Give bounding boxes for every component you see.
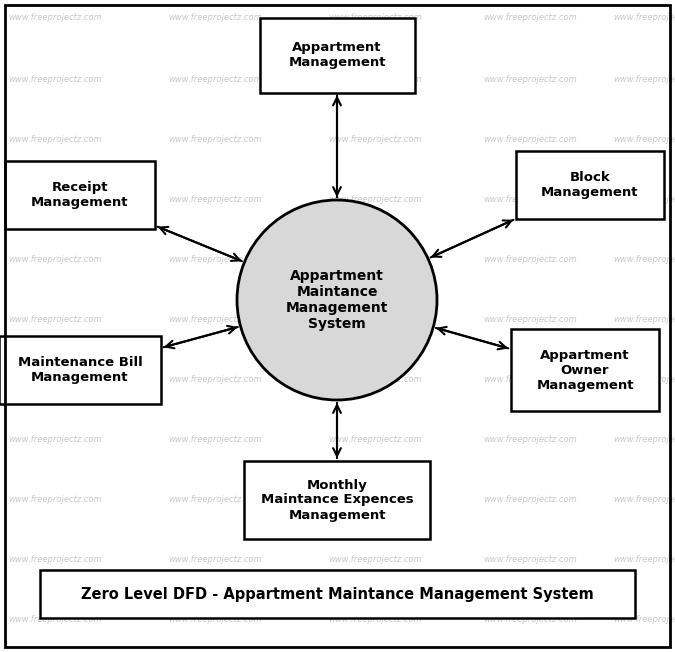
Text: www.freeprojectz.com: www.freeprojectz.com [328, 76, 422, 85]
Text: www.freeprojectz.com: www.freeprojectz.com [328, 256, 422, 265]
Text: www.freeprojectz.com: www.freeprojectz.com [168, 14, 262, 23]
Text: www.freeprojectz.com: www.freeprojectz.com [8, 556, 102, 565]
Text: www.freeprojectz.com: www.freeprojectz.com [483, 136, 577, 145]
Text: www.freeprojectz.com: www.freeprojectz.com [168, 256, 262, 265]
Text: Monthly
Maintance Expences
Management: Monthly Maintance Expences Management [261, 479, 413, 522]
Text: www.freeprojectz.com: www.freeprojectz.com [613, 615, 675, 625]
FancyBboxPatch shape [259, 18, 414, 93]
Circle shape [237, 200, 437, 400]
FancyBboxPatch shape [40, 570, 635, 618]
Text: www.freeprojectz.com: www.freeprojectz.com [483, 76, 577, 85]
Text: Zero Level DFD - Appartment Maintance Management System: Zero Level DFD - Appartment Maintance Ma… [81, 587, 594, 602]
Text: www.freeprojectz.com: www.freeprojectz.com [328, 136, 422, 145]
Text: www.freeprojectz.com: www.freeprojectz.com [168, 76, 262, 85]
Text: www.freeprojectz.com: www.freeprojectz.com [483, 256, 577, 265]
Text: www.freeprojectz.com: www.freeprojectz.com [613, 496, 675, 505]
Text: www.freeprojectz.com: www.freeprojectz.com [483, 615, 577, 625]
Text: www.freeprojectz.com: www.freeprojectz.com [8, 14, 102, 23]
Text: www.freeprojectz.com: www.freeprojectz.com [8, 376, 102, 385]
Text: Appartment
Owner
Management: Appartment Owner Management [536, 349, 634, 391]
Text: Appartment
Management: Appartment Management [288, 41, 385, 69]
FancyBboxPatch shape [0, 336, 161, 404]
Text: www.freeprojectz.com: www.freeprojectz.com [613, 376, 675, 385]
Text: www.freeprojectz.com: www.freeprojectz.com [168, 136, 262, 145]
Text: www.freeprojectz.com: www.freeprojectz.com [613, 316, 675, 325]
Text: www.freeprojectz.com: www.freeprojectz.com [613, 136, 675, 145]
Text: www.freeprojectz.com: www.freeprojectz.com [328, 376, 422, 385]
Text: www.freeprojectz.com: www.freeprojectz.com [328, 316, 422, 325]
Text: www.freeprojectz.com: www.freeprojectz.com [483, 376, 577, 385]
Text: www.freeprojectz.com: www.freeprojectz.com [483, 436, 577, 445]
Text: www.freeprojectz.com: www.freeprojectz.com [483, 556, 577, 565]
Text: www.freeprojectz.com: www.freeprojectz.com [8, 256, 102, 265]
Text: www.freeprojectz.com: www.freeprojectz.com [168, 436, 262, 445]
Text: Appartment
Maintance
Management
System: Appartment Maintance Management System [286, 269, 388, 331]
Text: www.freeprojectz.com: www.freeprojectz.com [613, 196, 675, 205]
Text: www.freeprojectz.com: www.freeprojectz.com [328, 196, 422, 205]
Text: www.freeprojectz.com: www.freeprojectz.com [8, 496, 102, 505]
Text: www.freeprojectz.com: www.freeprojectz.com [613, 256, 675, 265]
Text: www.freeprojectz.com: www.freeprojectz.com [328, 436, 422, 445]
Text: www.freeprojectz.com: www.freeprojectz.com [168, 316, 262, 325]
Text: www.freeprojectz.com: www.freeprojectz.com [168, 196, 262, 205]
Text: Block
Management: Block Management [541, 171, 639, 199]
Text: Maintenance Bill
Management: Maintenance Bill Management [18, 356, 142, 384]
Text: www.freeprojectz.com: www.freeprojectz.com [328, 496, 422, 505]
Text: www.freeprojectz.com: www.freeprojectz.com [168, 496, 262, 505]
Text: Receipt
Management: Receipt Management [31, 181, 129, 209]
Text: www.freeprojectz.com: www.freeprojectz.com [8, 615, 102, 625]
Text: www.freeprojectz.com: www.freeprojectz.com [328, 615, 422, 625]
Text: www.freeprojectz.com: www.freeprojectz.com [613, 436, 675, 445]
Text: www.freeprojectz.com: www.freeprojectz.com [483, 196, 577, 205]
Text: www.freeprojectz.com: www.freeprojectz.com [8, 316, 102, 325]
FancyBboxPatch shape [244, 461, 430, 539]
Text: www.freeprojectz.com: www.freeprojectz.com [8, 136, 102, 145]
Text: www.freeprojectz.com: www.freeprojectz.com [168, 376, 262, 385]
Text: www.freeprojectz.com: www.freeprojectz.com [613, 556, 675, 565]
Text: www.freeprojectz.com: www.freeprojectz.com [168, 615, 262, 625]
Text: www.freeprojectz.com: www.freeprojectz.com [483, 316, 577, 325]
Text: www.freeprojectz.com: www.freeprojectz.com [168, 556, 262, 565]
Text: www.freeprojectz.com: www.freeprojectz.com [483, 14, 577, 23]
FancyBboxPatch shape [5, 161, 155, 229]
FancyBboxPatch shape [511, 329, 659, 411]
Text: www.freeprojectz.com: www.freeprojectz.com [8, 436, 102, 445]
Text: www.freeprojectz.com: www.freeprojectz.com [613, 14, 675, 23]
Text: www.freeprojectz.com: www.freeprojectz.com [613, 76, 675, 85]
Text: www.freeprojectz.com: www.freeprojectz.com [483, 496, 577, 505]
FancyBboxPatch shape [516, 151, 664, 219]
Text: www.freeprojectz.com: www.freeprojectz.com [328, 556, 422, 565]
Text: www.freeprojectz.com: www.freeprojectz.com [8, 76, 102, 85]
Text: www.freeprojectz.com: www.freeprojectz.com [328, 14, 422, 23]
Text: www.freeprojectz.com: www.freeprojectz.com [8, 196, 102, 205]
